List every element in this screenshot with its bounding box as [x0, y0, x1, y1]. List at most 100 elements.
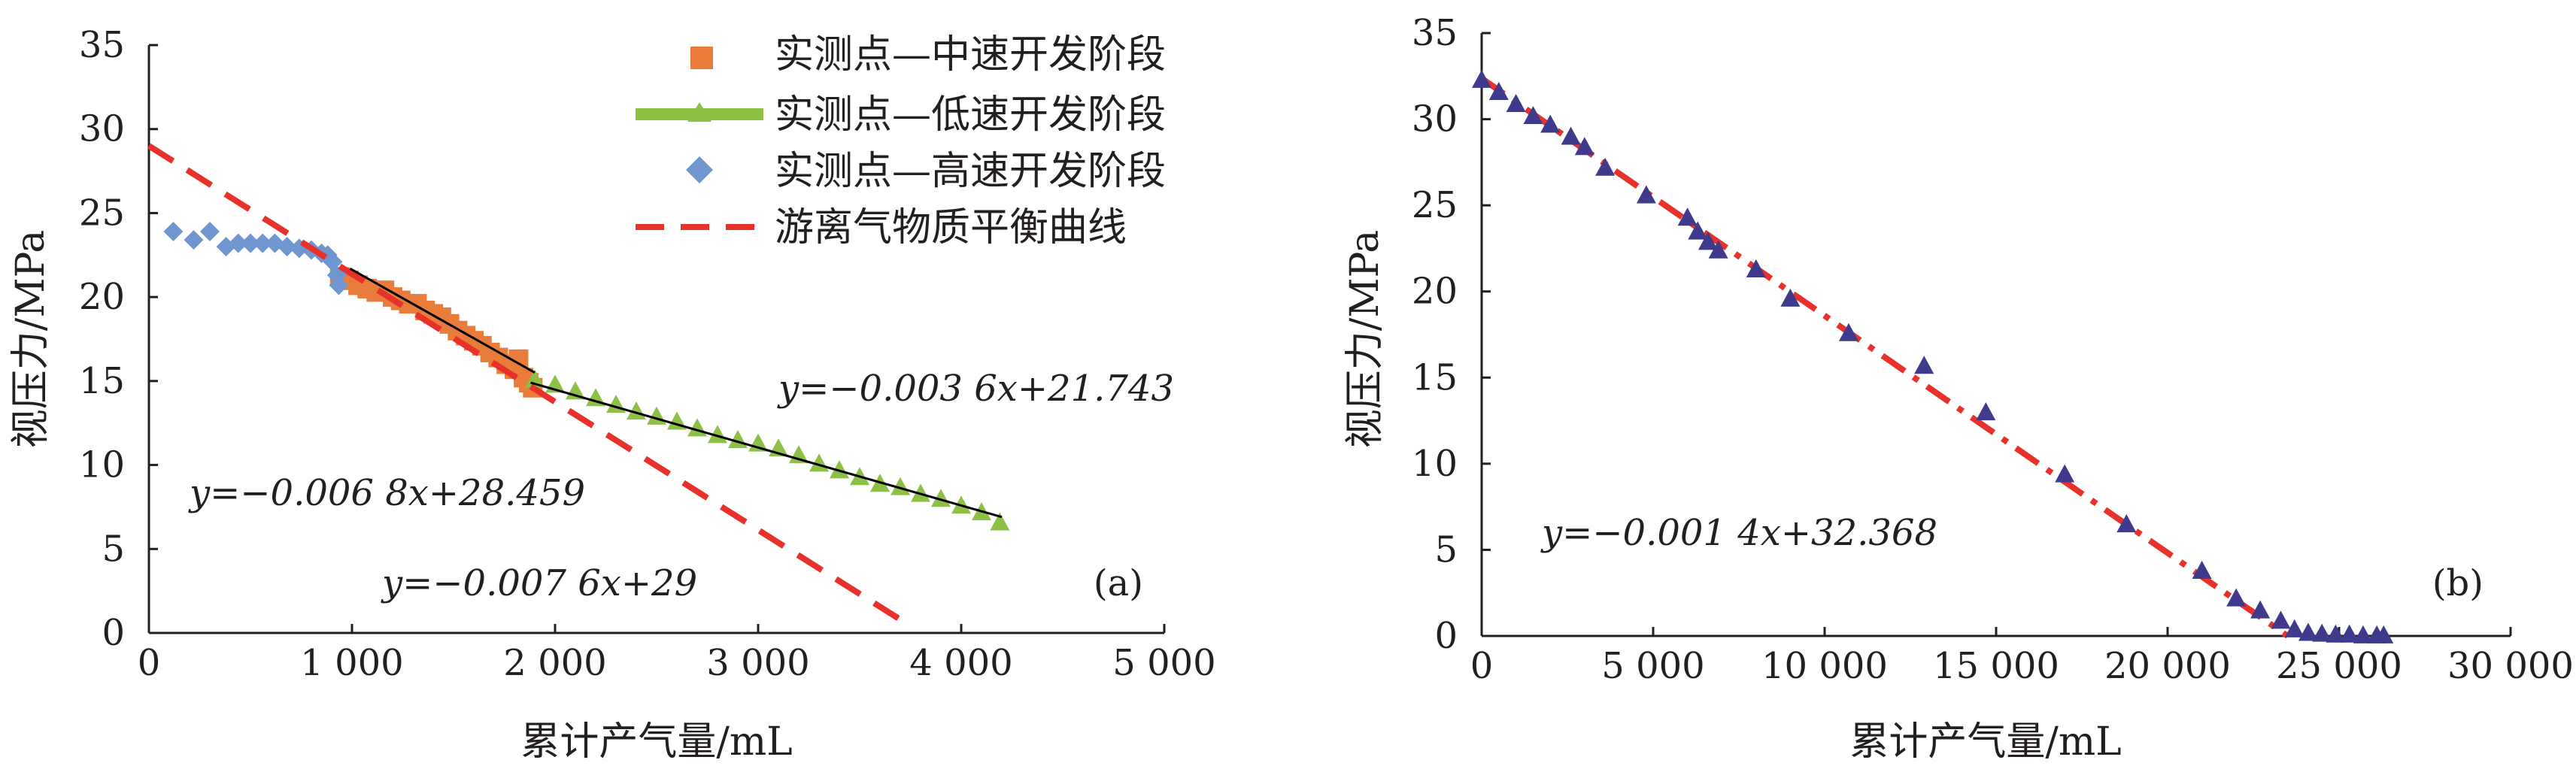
data-point: [990, 512, 1010, 531]
data-point: [1780, 288, 1801, 307]
line-layer: [147, 143, 1003, 622]
balance-curve: [1479, 76, 2289, 639]
x-axis-label: 累计产气量/mL: [520, 719, 792, 764]
data-point: [2055, 464, 2075, 483]
y-tick-label: 15: [1412, 356, 1458, 398]
x-tick-label: 2 000: [503, 642, 606, 684]
legend-label: 实测点—高速开发阶段: [775, 149, 1166, 194]
legend-label: 实测点—中速开发阶段: [775, 32, 1166, 77]
x-tick-label: 4 000: [909, 642, 1012, 684]
data-point: [1561, 126, 1581, 145]
data-point: [1488, 81, 1509, 100]
x-tick-label: 3 000: [706, 642, 809, 684]
legend-label: 实测点—低速开发阶段: [775, 92, 1166, 138]
legend-label: 游离气物质平衡曲线: [775, 205, 1127, 250]
legend-marker-diamond: [686, 156, 713, 183]
data-point: [2353, 625, 2373, 643]
data-point: [1523, 105, 1543, 125]
x-axis-label: 累计产气量/mL: [1849, 719, 2121, 764]
equation: y=−0.001 4x+32.368: [1540, 512, 1937, 554]
data-point: [200, 222, 220, 242]
data-point: [2284, 619, 2304, 637]
x-tick-label: 0: [1470, 645, 1494, 687]
data-point: [1914, 356, 1934, 374]
data-point: [1506, 93, 1526, 112]
y-tick-label: 15: [79, 360, 125, 402]
data-point: [184, 230, 204, 250]
y-tick-label: 10: [79, 444, 125, 486]
legend-item-mid: 实测点—中速开发阶段: [690, 32, 1166, 77]
x-tick-label: 30 000: [2447, 645, 2574, 687]
data-point: [1976, 402, 1996, 421]
data-point: [2226, 588, 2247, 607]
data-point: [708, 425, 727, 444]
y-tick-label: 25: [1412, 184, 1458, 226]
y-axis-label: 视压力/MPa: [8, 230, 53, 448]
x-tick-label: 1 000: [300, 642, 403, 684]
legend-item-free-gas: 游离气物质平衡曲线: [636, 205, 1127, 250]
data-point: [2374, 625, 2394, 643]
y-tick-label: 5: [1434, 528, 1458, 571]
legend-marker-square: [690, 47, 713, 69]
x-tick-label: 20 000: [2104, 645, 2231, 687]
data-point: [2312, 623, 2332, 642]
data-point: [163, 222, 184, 242]
y-tick-label: 20: [1412, 271, 1458, 313]
data-point: [1540, 114, 1561, 133]
axis-ticks: 0 5 000 10 000 15 000 20 000 25 000 30 000 0 5 10…: [1412, 12, 2574, 687]
data-point: [1838, 322, 1858, 341]
equation-low-speed: y=−0.003 6x+21.743: [777, 368, 1174, 410]
data-point: [1677, 207, 1698, 226]
y-axis-label: 视压力/MPa: [1343, 230, 1388, 448]
chart-panel-a: 0 1 000 2 000 3 000 4 000 5 000 0 5 10 15 20 25 30 35…: [8, 24, 1216, 764]
x-tick-label: 0: [138, 642, 161, 684]
data-point: [2116, 514, 2137, 533]
y-tick-label: 10: [1412, 443, 1458, 485]
data-point: [2326, 624, 2346, 643]
data-point: [1472, 69, 1491, 88]
panel-label: (a): [1094, 562, 1143, 604]
data-point: [2192, 560, 2212, 579]
legend-marker-triangle: [687, 102, 712, 122]
data-point: [1636, 185, 1656, 204]
chart-panel-b: 0 5 000 10 000 15 000 20 000 25 000 30 000 0 5 10…: [1343, 12, 2574, 764]
x-tick-label: 15 000: [1933, 645, 2059, 687]
y-tick-label: 35: [1412, 12, 1458, 54]
data-point: [228, 233, 248, 253]
panel-label: (b): [2432, 562, 2483, 604]
balance-curve: [147, 143, 903, 622]
equation-free-gas: y=−0.007 6x+29: [381, 562, 697, 604]
axis-ticks: 0 1 000 2 000 3 000 4 000 5 000 0 5 10 15 20 25 30 35: [79, 24, 1216, 684]
data-point: [277, 237, 297, 257]
data-point: [2250, 600, 2271, 619]
y-tick-label: 35: [79, 24, 125, 66]
data-point: [253, 233, 273, 253]
x-tick-label: 5 000: [1112, 642, 1215, 684]
data-point: [1595, 157, 1616, 176]
y-tick-label: 30: [79, 108, 125, 150]
data-point: [931, 489, 951, 507]
y-tick-label: 5: [102, 528, 125, 570]
x-tick-label: 5 000: [1601, 645, 1704, 687]
series-layer: [1472, 69, 2394, 643]
regression-line: [349, 267, 536, 374]
data-point: [1688, 221, 1708, 240]
y-tick-label: 30: [1412, 98, 1458, 141]
equation-mid-speed: y=−0.006 8x+28.459: [188, 472, 585, 514]
data-point: [329, 275, 349, 295]
legend-item-high: 实测点—高速开发阶段: [686, 149, 1166, 194]
regression-line: [530, 381, 1003, 519]
data-point: [525, 369, 545, 388]
data-point: [2298, 622, 2318, 641]
line-layer: [1479, 76, 2289, 639]
x-tick-label: 25 000: [2276, 645, 2402, 687]
y-tick-label: 0: [1434, 615, 1458, 657]
data-point: [1746, 259, 1766, 277]
data-point: [1708, 240, 1728, 259]
data-point: [830, 460, 849, 479]
y-tick-label: 25: [79, 192, 125, 234]
data-point: [2271, 610, 2291, 629]
y-tick-label: 0: [102, 612, 125, 654]
data-point: [1574, 137, 1594, 156]
